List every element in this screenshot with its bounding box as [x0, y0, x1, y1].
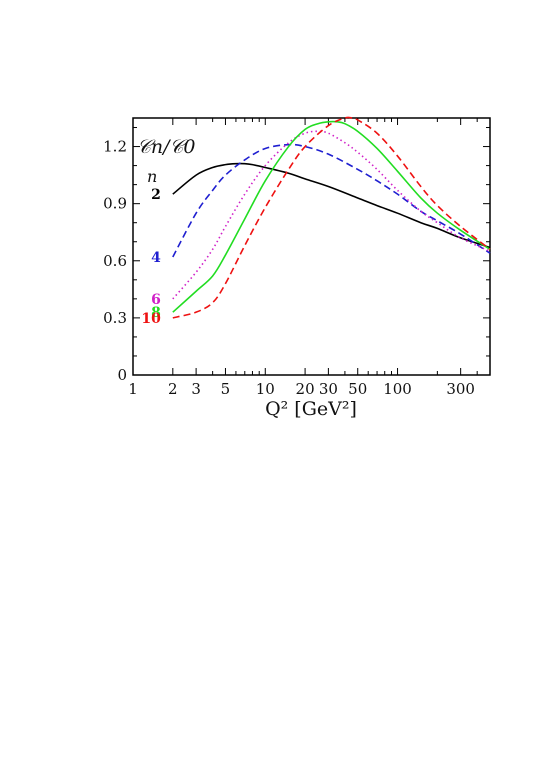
plot-frame	[132, 117, 491, 376]
y-tick-label: 1.2	[103, 138, 127, 156]
series-label-n10: 10	[141, 311, 161, 327]
x-axis-title: Q² [GeV²]	[265, 398, 357, 420]
series-label-n6: 6	[151, 292, 161, 308]
y-axis-title: 𝒞n/𝒞0	[137, 136, 195, 158]
x-tick-label: 100	[383, 380, 412, 398]
legend-header: n	[147, 167, 157, 186]
series-line-n6	[172, 130, 491, 300]
x-tick-label: 3	[191, 380, 201, 398]
x-tick-label: 30	[319, 380, 338, 398]
y-tick-label: 0.9	[103, 195, 127, 213]
x-tick-label: 5	[221, 380, 231, 398]
series-line-n2	[172, 162, 491, 249]
series-line-n8	[172, 120, 491, 313]
series-label-n8: 8	[151, 305, 161, 321]
x-tick-label: 300	[446, 380, 475, 398]
y-tick-label: 0.6	[103, 252, 127, 270]
series-layer	[172, 116, 491, 319]
series-line-n4	[172, 143, 491, 258]
x-tick-label: 10	[256, 380, 275, 398]
series-line-n10	[172, 116, 491, 319]
y-tick-label: 0	[117, 366, 127, 384]
x-tick-label: 50	[348, 380, 367, 398]
series-label-n4: 4	[151, 250, 161, 266]
y-tick-label: 0.3	[103, 309, 127, 327]
x-tick-label: 1	[128, 380, 138, 398]
series-label-n2: 2	[151, 187, 161, 203]
x-tick-label: 20	[296, 380, 315, 398]
x-tick-label: 2	[168, 380, 178, 398]
